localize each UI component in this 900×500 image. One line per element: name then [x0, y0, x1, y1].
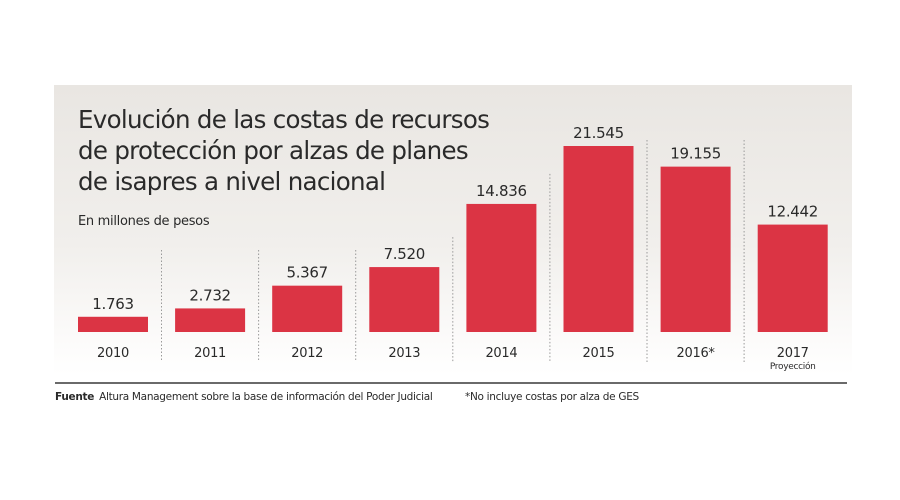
bar-2014	[466, 203, 537, 332]
value-label: 12.442	[767, 203, 818, 221]
bar-2010	[78, 316, 148, 332]
category-label: 2010	[97, 346, 129, 361]
footer-source: Fuente Altura Management sobre la base de…	[55, 391, 433, 403]
value-label: 2.732	[189, 286, 230, 304]
bar-2017	[757, 224, 828, 332]
value-label: 7.520	[384, 245, 425, 263]
category-label: 2014	[485, 346, 517, 361]
bar-2012	[272, 285, 343, 332]
chart-title-line: de protección por alzas de planes	[78, 136, 469, 165]
source-text: Altura Management sobre la base de infor…	[99, 391, 433, 403]
category-label: 2016*	[677, 346, 716, 361]
value-label: 1.763	[92, 295, 133, 313]
value-label: 14.836	[476, 182, 527, 200]
bar-2011	[175, 308, 246, 332]
value-label: 19.155	[670, 145, 721, 163]
chart-title-line: de isapres a nivel nacional	[78, 167, 386, 196]
bar-2013	[369, 267, 440, 332]
chart-subtitle: En millones de pesos	[78, 214, 210, 229]
value-label: 21.545	[573, 124, 624, 142]
category-note: Proyección	[770, 361, 816, 372]
category-label: 2015	[583, 346, 615, 361]
footer-rule	[55, 382, 847, 384]
bar-2015	[563, 146, 634, 332]
category-label: 2017	[777, 346, 809, 361]
source-label: Fuente	[55, 391, 95, 403]
category-label: 2012	[291, 346, 323, 361]
bar-2016	[660, 166, 731, 332]
footer-note: *No incluye costas por alza de GES	[465, 391, 639, 403]
category-label: 2013	[388, 346, 420, 361]
value-label: 5.367	[286, 264, 327, 282]
category-label: 2011	[194, 346, 226, 361]
chart-title-line: Evolución de las costas de recursos	[78, 105, 490, 134]
chart-title: Evolución de las costas de recursos de p…	[78, 104, 498, 197]
